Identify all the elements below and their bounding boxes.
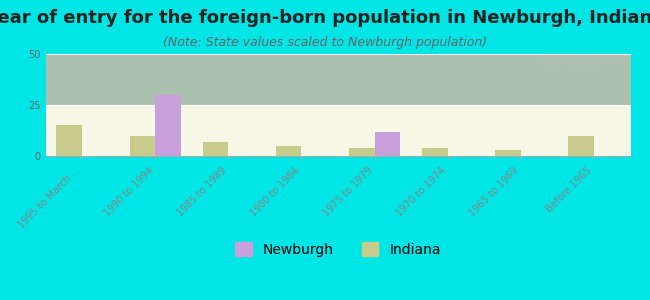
Text: (Note: State values scaled to Newburgh population): (Note: State values scaled to Newburgh p… [163, 36, 487, 49]
Bar [495, 150, 521, 156]
Bar [349, 148, 374, 156]
Bar [155, 95, 181, 156]
Text: City-Data.com: City-Data.com [539, 57, 619, 67]
Bar [568, 136, 594, 156]
Bar [129, 136, 155, 156]
Bar [374, 131, 400, 156]
Bar [203, 142, 228, 156]
Bar [422, 148, 448, 156]
Text: Year of entry for the foreign-born population in Newburgh, Indiana: Year of entry for the foreign-born popul… [0, 9, 650, 27]
Legend: Newburgh, Indiana: Newburgh, Indiana [229, 236, 447, 262]
Bar [57, 125, 82, 156]
Bar [276, 146, 302, 156]
